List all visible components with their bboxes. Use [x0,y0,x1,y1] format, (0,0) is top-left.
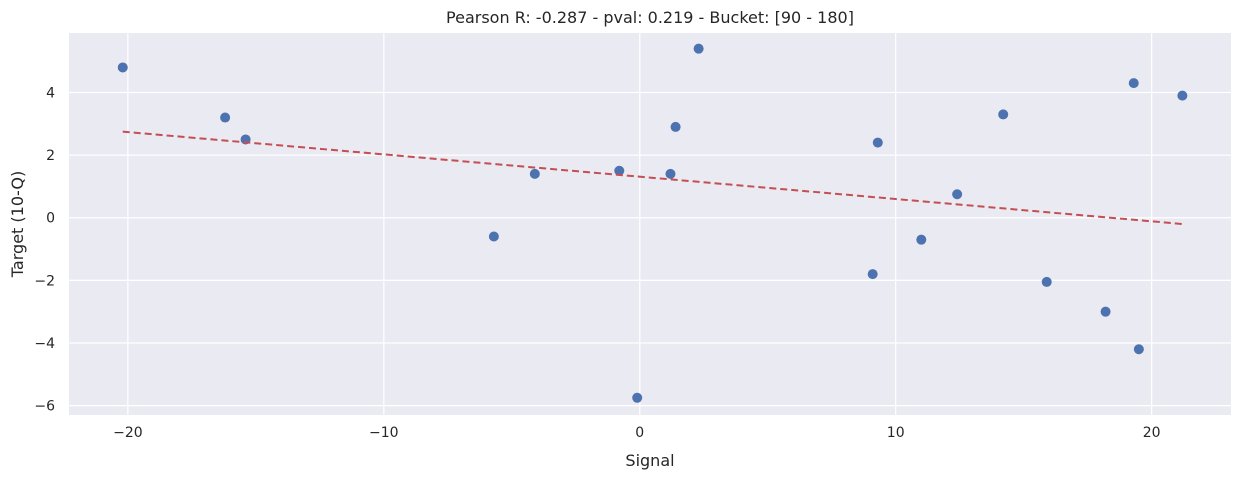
x-tick-label: −20 [113,425,143,441]
grid-lines [69,33,1231,415]
data-point [867,269,878,280]
x-axis-ticks: −20 −10 0 10 20 [113,425,1160,441]
data-point [998,109,1009,120]
y-axis-ticks: −6 −4 −2 0 2 4 [34,85,55,414]
y-tick-label: 2 [46,148,55,164]
y-tick-label: −6 [34,399,55,415]
y-tick-label: 0 [46,211,55,227]
x-tick-label: 0 [635,425,644,441]
data-point [1133,344,1144,355]
trend-line [122,130,1183,225]
data-point [220,112,231,123]
data-point [488,231,499,242]
data-point [916,234,927,245]
y-axis-label: Target (10-Q) [8,171,27,278]
data-point [117,62,128,73]
y-tick-label: 4 [46,85,55,101]
x-axis-label: Signal [625,451,674,470]
data-point [614,165,625,176]
data-point [1128,78,1139,89]
plot-area [69,33,1231,415]
data-point [1100,306,1111,317]
y-tick-label: −2 [34,273,55,289]
data-point [665,168,676,179]
data-points [117,43,1188,403]
data-point [952,189,963,200]
trend-line-group [122,130,1183,225]
data-point [693,43,704,54]
data-point [872,137,883,148]
data-point [670,121,681,132]
y-tick-label: −4 [34,336,55,352]
data-point [1177,90,1188,101]
x-tick-label: −10 [369,425,399,441]
data-point [1041,276,1052,287]
chart-title: Pearson R: -0.287 - pval: 0.219 - Bucket… [446,8,854,27]
data-point [529,168,540,179]
x-tick-label: 10 [887,425,905,441]
data-point [632,392,643,403]
x-tick-label: 20 [1143,425,1161,441]
